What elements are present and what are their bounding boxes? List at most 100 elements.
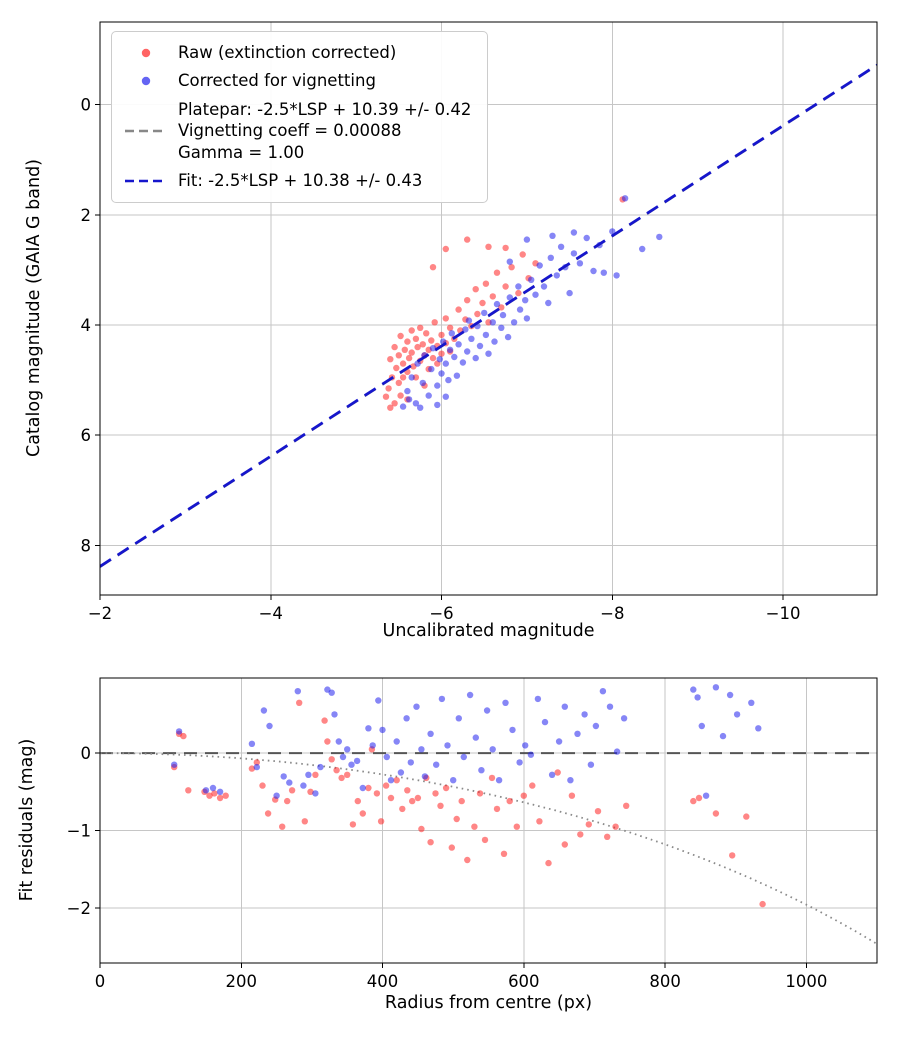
scatter-point: [585, 821, 592, 828]
scatter-point: [574, 730, 581, 737]
scatter-point: [399, 374, 407, 381]
tick-labels: 0 200 400 600 800 1000 0 −1 −2: [67, 744, 828, 991]
scatter-point: [387, 777, 395, 784]
scatter-point: [393, 777, 400, 784]
scatter-point: [307, 788, 314, 795]
scatter-point: [540, 283, 548, 290]
x-tick-label: 800: [649, 972, 681, 991]
scatter-point: [248, 740, 256, 747]
scatter-point: [436, 356, 443, 363]
scatter-point: [450, 777, 457, 784]
scatter-point: [442, 360, 449, 367]
scatter-point: [536, 262, 543, 269]
scatter-point: [180, 732, 187, 740]
scatter-point: [399, 805, 406, 813]
scatter-point: [393, 364, 400, 372]
scatter-point: [516, 759, 523, 766]
scatter-point: [427, 730, 434, 737]
scatter-point: [438, 350, 445, 357]
bottom-chart-canvas: 0 200 400 600 800 1000 0 −1 −2: [67, 677, 878, 991]
scatter-point: [516, 306, 524, 313]
scatter-point: [286, 779, 293, 786]
legend-item-raw: Raw (extinction corrected): [123, 42, 471, 63]
scatter-point: [472, 354, 479, 362]
scatter-point: [405, 354, 413, 362]
scatter-point: [491, 338, 498, 345]
scatter-point: [335, 738, 342, 745]
scatter-point: [421, 773, 429, 780]
scatter-point: [403, 715, 410, 722]
scatter-point: [509, 726, 516, 734]
scatter-point: [417, 324, 424, 331]
scatter-point: [459, 359, 467, 366]
scatter-point: [698, 722, 705, 730]
scatter-point: [462, 326, 469, 333]
scatter-point: [498, 324, 505, 331]
scatter-point: [719, 732, 727, 740]
top-y-axis-label: Catalog magnitude (GAIA G band): [24, 158, 44, 458]
dot-marker-icon: [141, 76, 151, 86]
x-tick-label: −8: [600, 604, 624, 623]
y-tick-label: −1: [67, 822, 91, 841]
scatter-point: [412, 400, 420, 407]
scatter-point: [444, 742, 451, 749]
scatter-point: [349, 821, 357, 828]
scatter-point: [502, 699, 509, 706]
scatter-point: [482, 280, 490, 287]
scatter-point: [465, 317, 473, 324]
scatter-point: [451, 353, 458, 361]
scatter-point: [541, 718, 549, 726]
bottom-x-axis-label: Radius from centre (px): [384, 993, 593, 1013]
scatter-point: [419, 379, 426, 387]
vignetting-curve: [100, 752, 877, 945]
y-tick-label: 0: [81, 744, 92, 763]
scatter-point: [288, 787, 296, 794]
scatter-point: [513, 823, 520, 830]
scatter-point: [510, 319, 518, 326]
scatter-point: [438, 695, 446, 703]
scatter-point: [253, 759, 260, 766]
scatter-point: [485, 243, 492, 250]
scatter-point: [755, 725, 762, 732]
scatter-point: [399, 403, 407, 410]
x-tick-label: 0: [95, 972, 106, 991]
scatter-point: [427, 839, 434, 846]
scatter-point: [399, 360, 407, 367]
scatter-point: [726, 691, 734, 699]
scatter-point: [567, 777, 574, 784]
scatter-point: [523, 315, 531, 322]
x-tick-label: −2: [88, 604, 112, 623]
scatter-point: [545, 859, 552, 867]
dot-marker-icon: [141, 48, 151, 57]
dashed-line-icon: [125, 129, 167, 133]
scatter-point: [520, 792, 527, 799]
scatter-point: [211, 790, 218, 797]
scatter-point: [209, 784, 217, 792]
scatter-point: [445, 376, 452, 384]
scatter-point: [712, 684, 720, 691]
scatter-point: [609, 228, 616, 235]
tick-marks: [95, 752, 807, 968]
scatter-point: [423, 330, 430, 337]
y-tick-label: 4: [81, 316, 92, 335]
scatter-point: [534, 695, 542, 703]
scatter-point: [612, 823, 619, 830]
scatter-point: [594, 808, 602, 815]
scatter-point: [478, 767, 485, 774]
scatter-point: [453, 815, 460, 823]
scatter-point: [712, 810, 720, 817]
scatter-point: [365, 725, 372, 732]
scatter-point: [508, 264, 515, 271]
scatter-point: [515, 289, 522, 297]
legend-item-corrected: Corrected for vignetting: [123, 70, 471, 91]
scatter-point: [523, 236, 531, 243]
scatter-point: [432, 790, 439, 797]
tick-labels: −2 −4 −6 −8 −10 0 2 4 6 8: [81, 96, 801, 623]
scatter-point: [493, 805, 501, 813]
scatter-point: [613, 748, 621, 755]
scatter-point: [482, 331, 490, 339]
bottom-y-axis-label: Fit residuals (mag): [17, 738, 37, 902]
scatter-point: [300, 782, 307, 789]
scatter-point: [397, 392, 404, 399]
x-tick-label: −4: [259, 604, 283, 623]
